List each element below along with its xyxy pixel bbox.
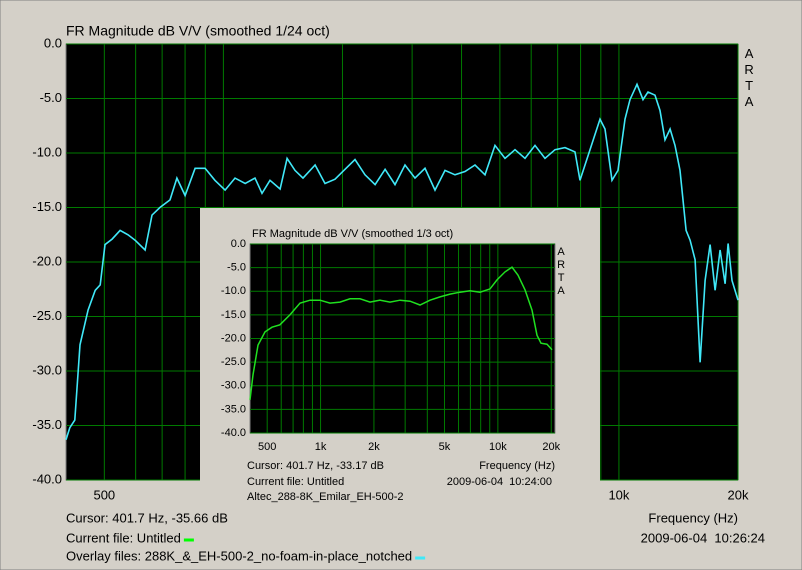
y-tick-label: -5.0 bbox=[227, 262, 246, 274]
y-tick-label: -25.0 bbox=[221, 356, 246, 368]
timestamp: 2009-06-04 10:24:00 bbox=[447, 476, 552, 488]
y-tick-label: -20.0 bbox=[221, 332, 246, 344]
y-tick-label: -35.0 bbox=[221, 403, 246, 415]
watermark: ARTA bbox=[742, 46, 757, 110]
y-tick-label: 0.0 bbox=[231, 238, 246, 250]
cursor: Cursor: 401.7 Hz, -33.17 dB bbox=[247, 460, 384, 472]
y-tick-label: -30.0 bbox=[221, 380, 246, 392]
response-curve bbox=[249, 266, 553, 400]
current-file: Current file: Untitled bbox=[66, 530, 181, 545]
y-tick-label: -15.0 bbox=[32, 199, 62, 214]
x-tick-label: 20k bbox=[728, 487, 749, 502]
y-tick-label: -10.0 bbox=[32, 144, 62, 159]
y-tick-label: -35.0 bbox=[32, 417, 62, 432]
x-label: Frequency (Hz) bbox=[479, 460, 555, 472]
y-tick-label: -15.0 bbox=[221, 309, 246, 321]
watermark: ARTA bbox=[555, 246, 567, 298]
y-tick-label: -20.0 bbox=[32, 253, 62, 268]
overlay-files: Overlay files: 288K_&_EH-500-2_no-foam-i… bbox=[66, 548, 412, 563]
timestamp: 2009-06-04 10:26:24 bbox=[641, 530, 765, 545]
x-tick-label: 500 bbox=[93, 487, 115, 502]
current-file: Current file: Untitled bbox=[247, 476, 344, 488]
x-tick-label: 10k bbox=[489, 441, 507, 453]
y-tick-label: -40.0 bbox=[32, 471, 62, 486]
y-tick-label: -25.0 bbox=[32, 308, 62, 323]
x-tick-label: 500 bbox=[258, 441, 276, 453]
response-curve bbox=[65, 82, 739, 440]
file-name: Altec_288-8K_Emilar_EH-500-2 bbox=[247, 491, 404, 503]
cursor: Cursor: 401.7 Hz, -35.66 dB bbox=[66, 510, 228, 525]
y-tick-label: -10.0 bbox=[221, 285, 246, 297]
x-tick-label: 5k bbox=[439, 441, 451, 453]
y-tick-label: -40.0 bbox=[221, 427, 246, 439]
x-tick-label: 1k bbox=[315, 441, 327, 453]
x-tick-label: 20k bbox=[542, 441, 560, 453]
y-tick-label: -5.0 bbox=[40, 90, 62, 105]
title: FR Magnitude dB V/V (smoothed 1/24 oct) bbox=[66, 23, 330, 39]
y-tick-label: 0.0 bbox=[44, 35, 62, 50]
title: FR Magnitude dB V/V (smoothed 1/3 oct) bbox=[252, 228, 453, 240]
x-tick-label: 10k bbox=[608, 487, 629, 502]
y-tick-label: -30.0 bbox=[32, 362, 62, 377]
x-label: Frequency (Hz) bbox=[648, 510, 738, 525]
x-tick-label: 2k bbox=[368, 441, 380, 453]
